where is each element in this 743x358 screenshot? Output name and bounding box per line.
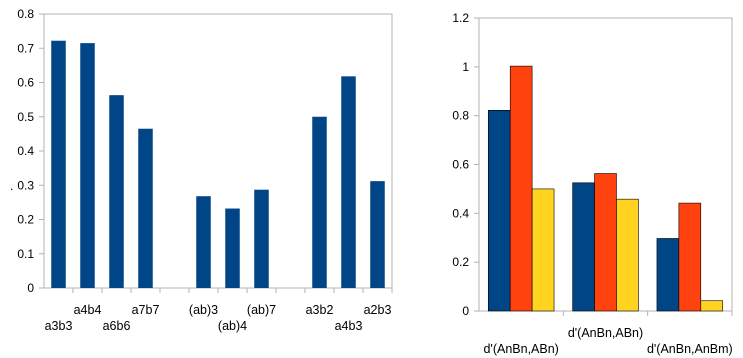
left-category-label: a4b3 — [335, 319, 363, 333]
left-bar — [109, 95, 124, 288]
left-category-label: a7b7 — [132, 303, 160, 317]
right-bar — [487, 109, 511, 312]
right-bar-chart: 0 0.2 0.4 0.6 0.8 1 1.2 d'(AnBn,ABn) d'(AnBn,AB… — [452, 11, 732, 356]
left-ytick-label: 0.3 — [17, 178, 34, 192]
right-ytick-label: 1 — [462, 60, 469, 74]
left-bar — [254, 189, 269, 288]
left-ytick-label: 0 — [27, 281, 34, 295]
right-bar — [531, 188, 555, 312]
left-category-label: a2b3 — [364, 303, 392, 317]
right-bar — [594, 173, 617, 312]
right-ytick-label: 0 — [462, 304, 469, 318]
right-category-label: d'(AnBn,ABn) — [483, 342, 558, 356]
right-ytick-label: 1.2 — [452, 11, 469, 25]
left-ytick-label: 0.7 — [17, 41, 34, 55]
right-category-label: d'(AnBn,ABn) — [568, 326, 643, 340]
left-ylabel: . — [10, 179, 13, 193]
left-category-label: a4b4 — [74, 303, 102, 317]
left-ytick-label: 0.8 — [17, 7, 34, 21]
left-category-label: a3b2 — [306, 303, 334, 317]
right-ytick-label: 0.8 — [452, 109, 469, 123]
right-bar — [700, 300, 724, 312]
right-ytick-label: 0.4 — [452, 206, 469, 220]
left-ytick-label: 0.1 — [17, 247, 34, 261]
right-category-label: d'(AnBn,AnBm) — [647, 342, 733, 356]
right-bar — [678, 202, 702, 312]
right-bar — [572, 182, 595, 312]
left-ytick-label: 0.5 — [17, 110, 34, 124]
left-ytick-label: 0.4 — [17, 144, 34, 158]
left-ytick-label: 0.2 — [17, 213, 34, 227]
left-ytick-label: 0.6 — [17, 76, 34, 90]
left-bar-chart: . 0 0.1 0.2 0.3 0.4 0.5 0.6 0.7 0.8 a3b3a4b4a6b6… — [10, 7, 393, 333]
right-bar — [656, 238, 680, 312]
left-bar — [196, 196, 211, 288]
left-bar — [312, 116, 327, 288]
right-bar — [616, 198, 639, 312]
left-category-label: (ab)7 — [247, 303, 276, 317]
left-bar — [51, 40, 66, 289]
left-bar — [370, 181, 385, 288]
left-bar — [225, 208, 240, 288]
right-ytick-label: 0.6 — [452, 158, 469, 172]
left-bar — [138, 128, 153, 288]
left-category-label: (ab)4 — [218, 319, 247, 333]
left-category-label: a3b3 — [45, 319, 73, 333]
right-bar — [509, 65, 533, 312]
left-bar — [80, 43, 95, 288]
left-category-label: (ab)3 — [189, 303, 218, 317]
right-ytick-label: 0.2 — [452, 255, 469, 269]
left-category-label: a6b6 — [103, 319, 131, 333]
left-bar — [341, 76, 356, 289]
left-plot-frame — [43, 13, 393, 289]
